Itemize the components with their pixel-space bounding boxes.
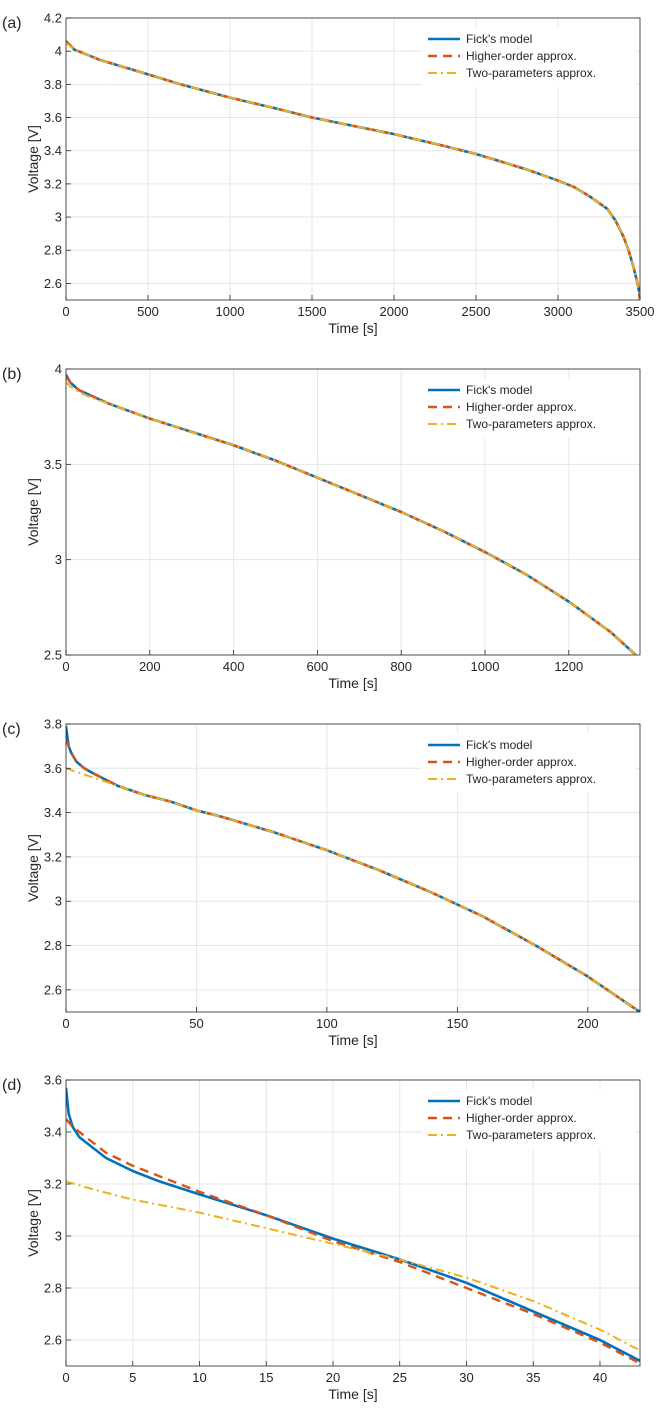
x-tick-label: 400 — [223, 659, 245, 674]
y-tick-label: 2.6 — [44, 982, 62, 997]
series-line-fick — [66, 1087, 640, 1362]
x-tick-label: 600 — [307, 659, 329, 674]
y-axis-label: Voltage [V] — [25, 834, 41, 902]
axes-box — [65, 17, 641, 301]
x-tick-label: 1000 — [216, 304, 245, 319]
y-tick-label: 3.6 — [44, 761, 62, 776]
series-line-two — [66, 381, 637, 655]
legend-entry: Two-parameters approx. — [466, 417, 596, 431]
x-tick-label: 100 — [316, 1016, 338, 1031]
x-tick-label: 10 — [192, 1370, 206, 1385]
x-tick-label: 3000 — [544, 304, 573, 319]
legend-entry: Fick's model — [466, 383, 532, 397]
series-line-higher — [66, 375, 637, 655]
x-axis-label: Time [s] — [328, 320, 377, 336]
y-tick-label: 4.2 — [44, 11, 62, 26]
y-tick-label: 2.8 — [44, 243, 62, 258]
chart-panel-1: 0 500 1000 1500 2000 2500 3000 3500 2.6 2.8 3 3.2 3.… — [2, 11, 654, 337]
series-line-higher — [66, 1118, 640, 1365]
chart-panel-4: 0 5 10 15 20 25 30 35 40 2.6 2.8 3 3.2 3.4 3.6 Time [s]… — [2, 1073, 641, 1402]
y-tick-label: 2.5 — [44, 648, 62, 663]
legend-entry: Fick's model — [466, 32, 532, 46]
axes-box — [65, 1079, 641, 1367]
panel-label: (b) — [2, 366, 22, 383]
legend-entry: Two-parameters approx. — [466, 66, 596, 80]
y-tick-label: 3 — [55, 210, 62, 225]
x-tick-label: 200 — [139, 659, 161, 674]
legend-entry: Fick's model — [466, 1094, 532, 1108]
y-tick-label: 2.6 — [44, 276, 62, 291]
y-axis-label: Voltage [V] — [25, 478, 41, 546]
x-axis-label: Time [s] — [328, 1386, 377, 1402]
legend-entry: Higher-order approx. — [466, 49, 577, 63]
y-tick-label: 4 — [55, 44, 62, 59]
x-tick-label: 2000 — [380, 304, 409, 319]
x-tick-label: 800 — [390, 659, 412, 674]
x-tick-label: 5 — [129, 1370, 136, 1385]
y-tick-label: 3 — [55, 894, 62, 909]
panel-label: (d) — [2, 1077, 22, 1094]
x-tick-label: 15 — [259, 1370, 273, 1385]
x-tick-label: 20 — [326, 1370, 340, 1385]
y-axis-label: Voltage [V] — [25, 125, 41, 193]
y-tick-label: 3.4 — [44, 805, 62, 820]
y-tick-label: 3.2 — [44, 849, 62, 864]
x-tick-label: 0 — [62, 1370, 69, 1385]
y-tick-label: 3.8 — [44, 77, 62, 92]
y-tick-label: 2.8 — [44, 938, 62, 953]
x-tick-label: 500 — [137, 304, 159, 319]
panel-label: (c) — [2, 721, 21, 738]
x-tick-label: 1000 — [471, 659, 500, 674]
x-tick-label: 0 — [62, 304, 69, 319]
legend-entry: Higher-order approx. — [466, 1111, 577, 1125]
legend-entry: Fick's model — [466, 738, 532, 752]
legend-entry: Two-parameters approx. — [466, 1128, 596, 1142]
y-tick-label: 3.6 — [44, 110, 62, 125]
x-tick-label: 150 — [447, 1016, 469, 1031]
chart-panel-3: 0 50 100 150 200 2.6 2.8 3 3.2 3.4 3.6 3.8 Time [s] V… — [2, 717, 641, 1048]
y-tick-label: 2.6 — [44, 1333, 62, 1348]
y-tick-label: 2.8 — [44, 1281, 62, 1296]
y-tick-label: 3.2 — [44, 176, 62, 191]
y-tick-label: 3.4 — [44, 143, 62, 158]
y-tick-label: 3.5 — [44, 457, 62, 472]
x-tick-label: 1500 — [298, 304, 327, 319]
series-line-two — [66, 767, 640, 1012]
x-tick-label: 30 — [459, 1370, 473, 1385]
y-axis-label: Voltage [V] — [25, 1189, 41, 1257]
x-tick-label: 50 — [189, 1016, 203, 1031]
y-tick-label: 3.8 — [44, 717, 62, 732]
legend-entry: Higher-order approx. — [466, 400, 577, 414]
axes-box — [65, 723, 641, 1013]
y-tick-label: 3.6 — [44, 1073, 62, 1088]
series-line-two — [66, 42, 640, 300]
panel-label: (a) — [2, 15, 22, 32]
legend-entry: Higher-order approx. — [466, 755, 577, 769]
y-tick-label: 3 — [55, 1229, 62, 1244]
y-tick-label: 3.4 — [44, 1125, 62, 1140]
legend-entry: Two-parameters approx. — [466, 772, 596, 786]
x-axis-label: Time [s] — [328, 675, 377, 691]
x-tick-label: 200 — [577, 1016, 599, 1031]
y-tick-label: 3 — [55, 552, 62, 567]
y-tick-label: 3.2 — [44, 1177, 62, 1192]
x-tick-label: 25 — [392, 1370, 406, 1385]
x-tick-label: 3500 — [626, 304, 655, 319]
axes-box — [65, 368, 641, 656]
series-line-two — [66, 1180, 640, 1352]
x-tick-label: 1200 — [554, 659, 583, 674]
x-axis-label: Time [s] — [328, 1032, 377, 1048]
x-tick-label: 0 — [62, 659, 69, 674]
y-tick-label: 4 — [55, 362, 62, 377]
x-tick-label: 0 — [62, 1016, 69, 1031]
x-tick-label: 40 — [593, 1370, 607, 1385]
x-tick-label: 35 — [526, 1370, 540, 1385]
x-tick-label: 2500 — [462, 304, 491, 319]
chart-panel-2: 0 200 400 600 800 1000 1200 2.5 3 3.5 4 Time [s] Vol… — [2, 362, 641, 691]
